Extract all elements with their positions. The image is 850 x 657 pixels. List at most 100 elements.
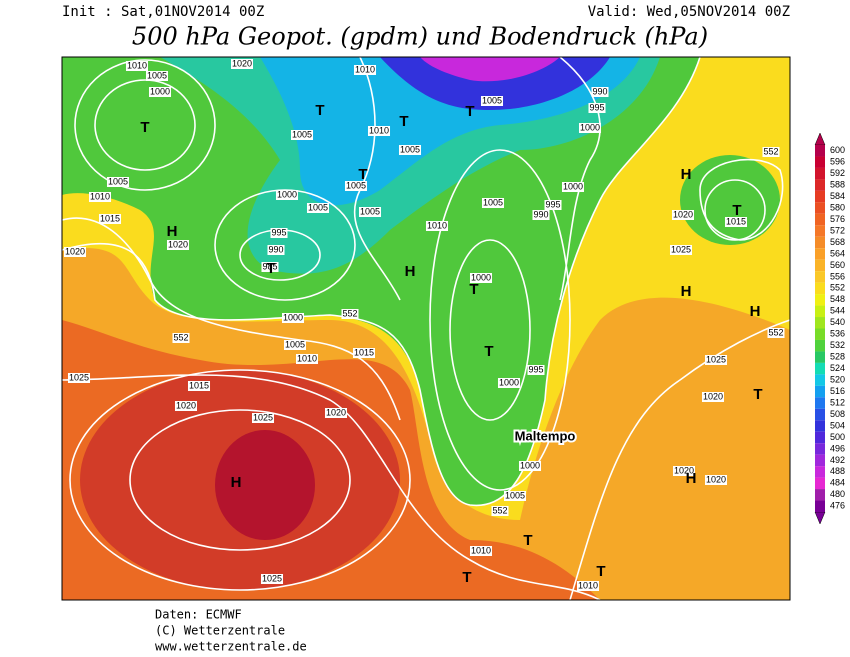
isobar-label: 1010: [369, 125, 389, 135]
colorbar-swatch: [815, 225, 825, 237]
colorbar-swatch: [815, 500, 825, 512]
label-box: [672, 466, 696, 476]
label-box: [106, 177, 130, 187]
colorbar-swatch: [815, 179, 825, 191]
colorbar-swatch: [815, 431, 825, 444]
isobar: [129, 409, 351, 551]
label-box: [290, 130, 314, 140]
label-box: [283, 340, 307, 350]
label-box: [367, 126, 391, 136]
isobar: [62, 217, 401, 421]
colorbar-swatch: [815, 236, 825, 249]
isobar-label: 990: [533, 209, 548, 219]
isobar-label: 995: [528, 364, 543, 374]
label-box: [704, 355, 728, 365]
isobar-label: 990: [268, 244, 283, 254]
colorbar-swatch: [815, 190, 825, 203]
isobar-label: 1000: [471, 272, 491, 282]
colorbar-label: 496: [830, 443, 845, 453]
isobar-label: 1025: [262, 573, 282, 583]
isobar-label: 1005: [292, 129, 312, 139]
colorbar-label: 484: [830, 478, 845, 488]
green-area: [62, 57, 700, 506]
colorbar-label: 596: [830, 157, 845, 167]
label-box: [145, 71, 169, 81]
isobar-label: 995: [589, 102, 604, 112]
isobar-label: 1020: [706, 474, 726, 484]
colorbar-label: 544: [830, 306, 845, 316]
map-title: 500 hPa Geopot. (gpdm) und Bodendruck (h…: [132, 23, 708, 51]
label-box: [588, 103, 606, 113]
isobar-label: 1005: [505, 490, 525, 500]
isobar-label: 1015: [189, 380, 209, 390]
label-box: [491, 506, 509, 516]
colorbar-swatch: [815, 339, 825, 352]
label-box: [341, 309, 359, 319]
label-box: [148, 87, 172, 97]
isobar-label: 1010: [578, 580, 598, 590]
colorbar-swatch: [815, 145, 825, 157]
colorbar-label: 508: [830, 409, 845, 419]
colorbar-swatch: [815, 271, 825, 283]
isobar-label: 1000: [150, 86, 170, 96]
isobar-label: 1010: [427, 220, 447, 230]
isobar: [559, 57, 601, 301]
isobar-label: 1005: [482, 95, 502, 105]
label-box: [704, 475, 728, 485]
pressure-center: T: [462, 569, 471, 586]
label-box: [480, 96, 504, 106]
isobar-label: 552: [768, 327, 783, 337]
label-box: [230, 59, 254, 69]
pressure-center: T: [140, 119, 149, 136]
isobar-label: 552: [342, 308, 357, 318]
label-box: [669, 245, 693, 255]
init-time: Init : Sat,01NOV2014 00Z: [62, 4, 264, 20]
isobar-label: 1015: [726, 216, 746, 226]
isobar: [429, 149, 571, 491]
colorbar-swatch: [815, 385, 825, 398]
label-box: [306, 203, 330, 213]
label-box: [576, 581, 600, 591]
annotation: Maltempo: [515, 428, 576, 443]
isobar-label: 1000: [563, 181, 583, 191]
colorbar-swatch: [815, 454, 825, 467]
label-box: [295, 354, 319, 364]
label-box: [767, 328, 785, 338]
label-box: [544, 200, 562, 210]
isobar-label: 1010: [297, 353, 317, 363]
isobar-label: 1005: [400, 144, 420, 154]
isobar-label: 552: [763, 146, 778, 156]
colorbar-swatch: [815, 443, 825, 455]
colorbar-label: 480: [830, 489, 845, 499]
label-box: [281, 313, 305, 323]
isobar-label: 1020: [674, 465, 694, 475]
isobar-label: 1000: [580, 122, 600, 132]
label-box: [353, 65, 377, 75]
isobar-label: 1010: [355, 64, 375, 74]
colorbar-swatch: [815, 477, 825, 490]
contour-552: [699, 158, 784, 241]
pressure-center: T: [484, 343, 493, 360]
isobar-label: 1010: [471, 545, 491, 555]
isobar-label: 995: [545, 199, 560, 209]
isobar-label: 1000: [520, 460, 540, 470]
colorbar-label: 536: [830, 329, 845, 339]
contour-552: [62, 57, 701, 507]
map-frame: [61, 56, 791, 601]
colorbar-swatch: [815, 156, 825, 168]
colorbar-swatch: [815, 408, 825, 421]
isobar-label: 1005: [147, 70, 167, 80]
label-box: [469, 273, 493, 283]
colorbar-label: 528: [830, 352, 845, 362]
label-box: [251, 413, 275, 423]
label-box: [358, 207, 382, 217]
label-box: [187, 381, 211, 391]
colorbar-swatch: [815, 489, 825, 501]
pressure-center: T: [315, 102, 324, 119]
isobar-label: 1020: [176, 400, 196, 410]
pressure-center: T: [358, 166, 367, 183]
pressure-center: T: [399, 113, 408, 130]
colorbar-swatch: [815, 466, 825, 478]
annotation-halo: Maltempo: [515, 428, 576, 443]
pressure-center: T: [465, 103, 474, 120]
